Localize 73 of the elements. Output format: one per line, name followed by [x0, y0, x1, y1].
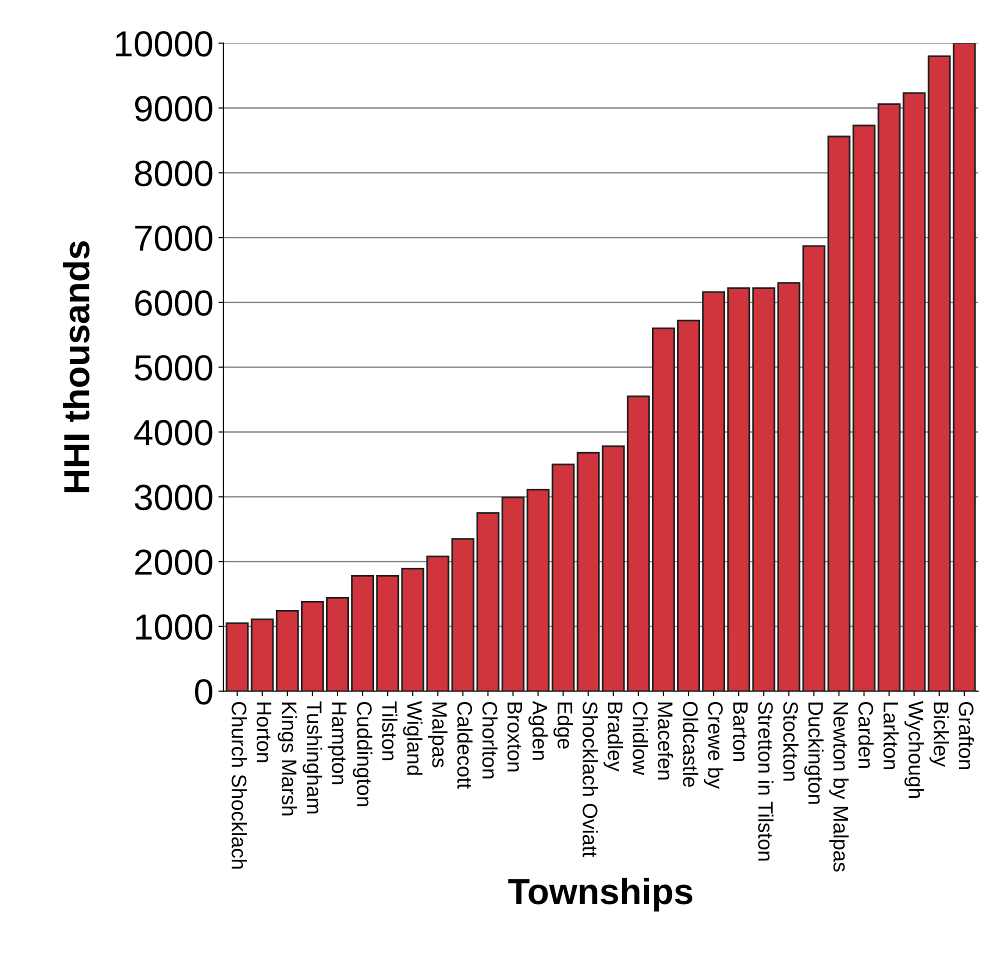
- bar: [276, 610, 299, 692]
- bar: [526, 488, 550, 692]
- x-tick-label: Stockton: [783, 702, 799, 781]
- y-tick-label: 2000: [135, 549, 212, 576]
- bar: [626, 396, 650, 692]
- x-tick-label: Wychough: [904, 701, 924, 798]
- x-tick-label: Newton by Malpas: [829, 702, 849, 872]
- bar: [300, 600, 324, 692]
- bar: [677, 320, 700, 692]
- x-tick-label: Bradley: [604, 702, 624, 772]
- bar: [702, 291, 726, 692]
- bar: [652, 327, 675, 692]
- x-tick-label: Church Shocklach: [232, 702, 247, 869]
- y-tick-label: 8000: [134, 160, 212, 186]
- x-tick-label: Hampton: [328, 702, 346, 784]
- y-tick-label: 5000: [134, 355, 212, 381]
- x-tick-label: Larkton: [884, 702, 899, 770]
- x-tick-label: Macefen: [658, 702, 674, 780]
- y-tick-label: 9000: [135, 96, 212, 122]
- bar: [250, 618, 274, 692]
- bar: [902, 92, 926, 692]
- bar: [602, 445, 625, 692]
- x-tick-label: Cuddington: [352, 702, 372, 806]
- bar: [802, 245, 826, 692]
- x-tick-label: Grafton: [958, 702, 974, 770]
- bar: [777, 282, 800, 692]
- y-axis-title: HHI thousands: [62, 241, 90, 492]
- y-tick-label: 1000: [136, 614, 212, 640]
- bar: [878, 103, 901, 692]
- x-tick-label: Caldecott: [457, 702, 473, 789]
- x-tick-label: Agden: [528, 700, 548, 760]
- bar: [552, 464, 575, 692]
- bar: [952, 43, 976, 692]
- x-tick-label: Broxton: [507, 702, 522, 772]
- bar: [752, 287, 776, 692]
- x-tick-label: Bickley: [930, 702, 949, 767]
- bar: [451, 538, 474, 692]
- x-tick-label: Edge: [553, 702, 573, 749]
- x-tick-label: Carden: [858, 702, 874, 768]
- y-tick-label: 6000: [135, 290, 212, 316]
- bar: [376, 575, 400, 692]
- x-tick-label: Crewe by: [704, 702, 724, 789]
- x-tick-label: Chorlton: [482, 702, 498, 778]
- x-tick-label: Tushingham: [302, 701, 322, 814]
- bar: [852, 124, 876, 692]
- y-tick-label: 0: [195, 679, 212, 705]
- x-tick-label: Horton: [256, 702, 272, 762]
- x-tick-label: Malpas: [428, 702, 448, 768]
- y-tick-label: 7000: [135, 225, 212, 252]
- x-tick-label: Stretton in Tilston: [758, 702, 774, 861]
- y-tick-label: 10000: [116, 31, 212, 57]
- x-tick-label: Duckington: [804, 702, 824, 804]
- bar: [576, 452, 600, 692]
- y-tick-label: 3000: [134, 484, 212, 510]
- bar: [928, 55, 951, 692]
- bar: [426, 556, 450, 692]
- x-tick-label: Wigland: [403, 701, 422, 775]
- x-tick-label: Shocklach Oviatt: [582, 702, 598, 858]
- x-tick-label: Kings Marsh: [278, 702, 298, 816]
- x-tick-label: Chidlow: [632, 702, 648, 776]
- x-axis-title: Townships: [508, 878, 692, 912]
- bar: [351, 575, 374, 692]
- bar: [476, 512, 500, 692]
- bar: [326, 597, 349, 692]
- bar: [502, 496, 524, 692]
- x-tick-label: Tilston: [382, 701, 398, 760]
- x-tick-label: Oldcastle: [682, 702, 698, 787]
- bar: [827, 136, 850, 692]
- bar: [401, 568, 424, 692]
- y-tick-label: 4000: [134, 420, 212, 446]
- bar: [226, 622, 249, 692]
- x-tick-label: Barton: [733, 702, 748, 761]
- bar: [727, 287, 750, 692]
